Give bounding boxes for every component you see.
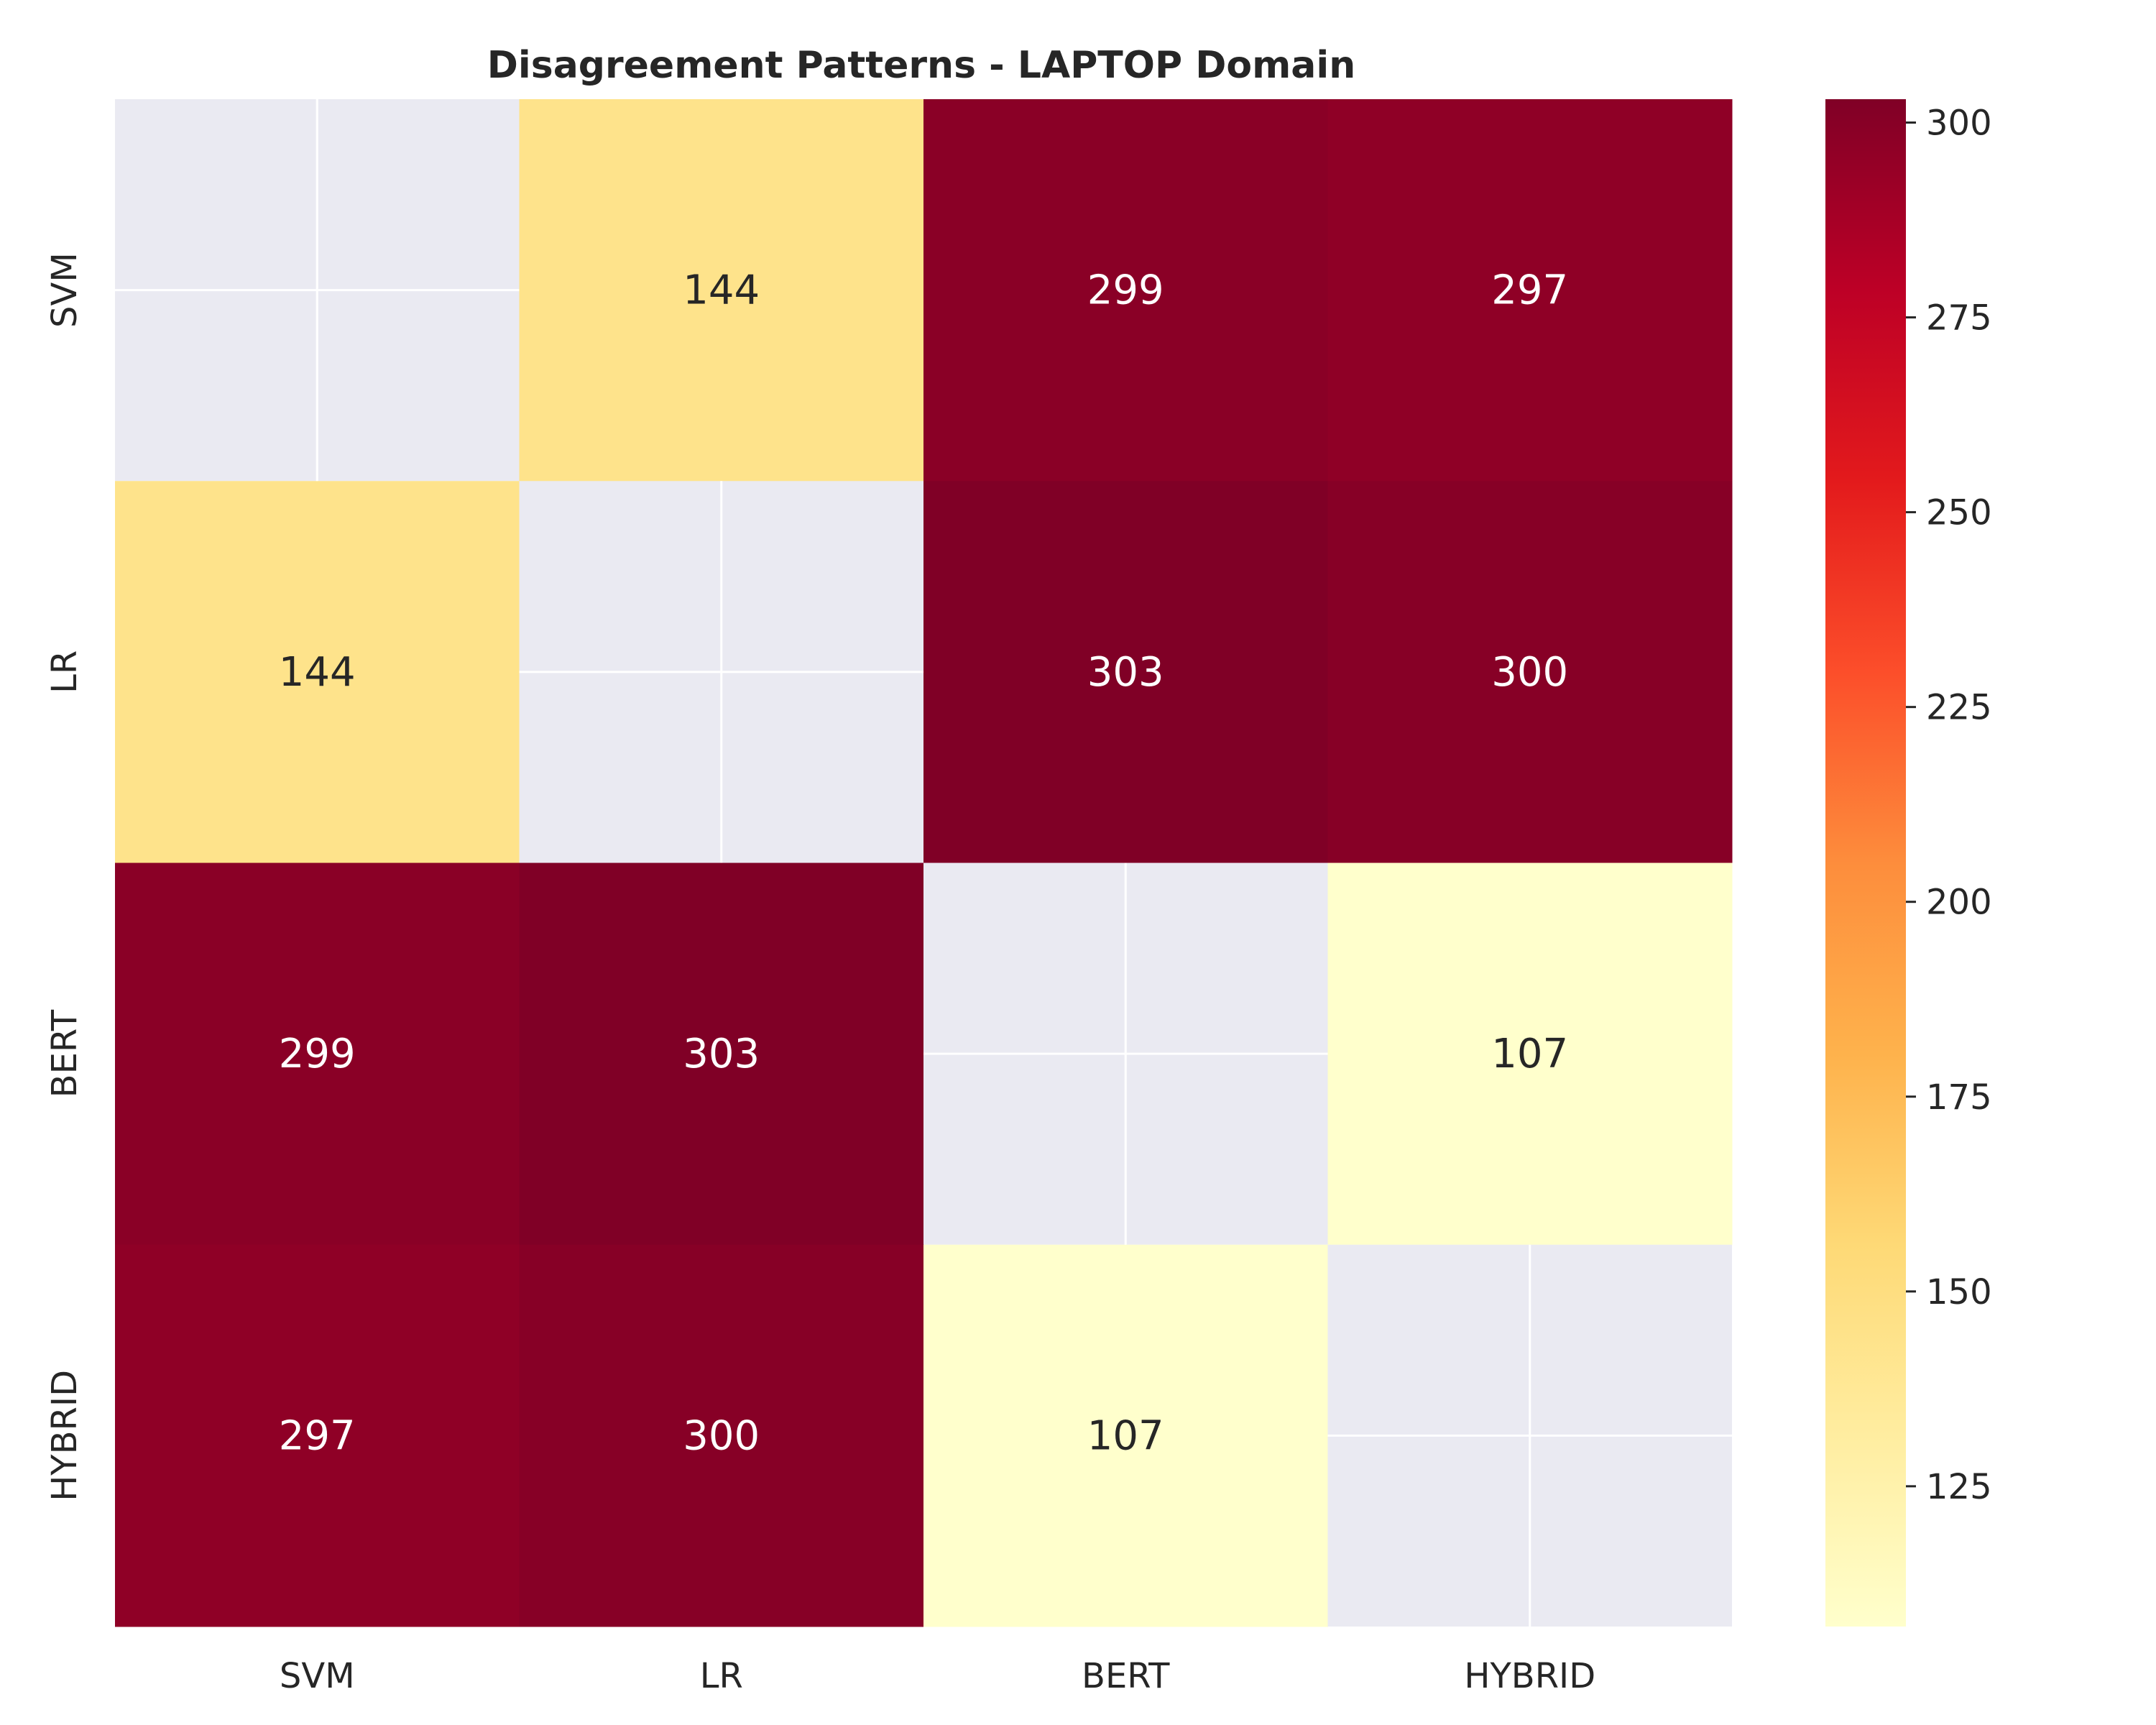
cell-value-label: 297 xyxy=(279,1412,356,1459)
cell-value-labels: 144 299 297 144 303 300 299 303 107 297 300 107 xyxy=(279,267,1568,1460)
heatmap-cell xyxy=(923,99,1328,482)
y-tick-label: SVM xyxy=(45,252,85,328)
heatmap-cell xyxy=(1327,481,1733,863)
colorbar-tick-label: 250 xyxy=(1926,493,1992,533)
cell-value-label: 303 xyxy=(683,1031,760,1077)
y-axis-tick-labels: SVM LR BERT HYBRID xyxy=(45,252,85,1501)
x-tick-label: HYBRID xyxy=(1464,1656,1595,1696)
cell-value-label: 297 xyxy=(1491,267,1568,314)
cell-value-label: 300 xyxy=(683,1412,760,1459)
heatmap-cell xyxy=(115,1244,520,1627)
cell-value-label: 107 xyxy=(1491,1031,1568,1077)
heatmap-cells xyxy=(115,99,1733,1627)
colorbar-tick-label: 300 xyxy=(1926,104,1992,144)
x-tick-label: SVM xyxy=(280,1656,355,1696)
y-tick-label: BERT xyxy=(45,1009,85,1098)
colorbar-tick-label: 150 xyxy=(1926,1272,1992,1312)
heatmap-cell xyxy=(115,481,520,863)
colorbar-tick-label: 225 xyxy=(1926,688,1992,728)
masked-cell-grid xyxy=(115,99,1732,1627)
heatmap-cell xyxy=(115,862,520,1246)
colorbar-tick-label: 275 xyxy=(1926,298,1992,339)
heatmap-cell xyxy=(1327,862,1733,1246)
colorbar-tick-label: 200 xyxy=(1926,883,1992,923)
cell-value-label: 107 xyxy=(1087,1412,1164,1459)
heatmap-cell xyxy=(519,862,924,1246)
cell-value-label: 299 xyxy=(279,1031,356,1077)
heatmap-cell xyxy=(519,99,924,482)
colorbar-tick-labels: 125 150 175 200 225 250 275 300 xyxy=(1906,104,1992,1507)
cell-value-label: 144 xyxy=(683,267,760,314)
colorbar-tick-label: 125 xyxy=(1926,1467,1992,1507)
heatmap-cell xyxy=(1327,99,1733,482)
y-tick-label: LR xyxy=(45,650,85,694)
cell-value-label: 300 xyxy=(1491,649,1568,696)
colorbar-tick-label: 175 xyxy=(1926,1077,1992,1118)
x-axis-tick-labels: SVM LR BERT HYBRID xyxy=(280,1656,1595,1696)
heatmap-cell xyxy=(923,1244,1328,1627)
x-tick-label: BERT xyxy=(1082,1656,1170,1696)
cell-value-label: 144 xyxy=(279,649,356,696)
heatmap-cell xyxy=(519,1244,924,1627)
colorbar xyxy=(1825,99,1906,1627)
cell-value-label: 303 xyxy=(1087,649,1164,696)
chart-title: Disagreement Patterns - LAPTOP Domain xyxy=(487,44,1355,87)
y-tick-label: HYBRID xyxy=(45,1370,85,1501)
x-tick-label: LR xyxy=(700,1656,743,1696)
heatmap-cell xyxy=(923,481,1328,863)
cell-value-label: 299 xyxy=(1087,267,1164,314)
